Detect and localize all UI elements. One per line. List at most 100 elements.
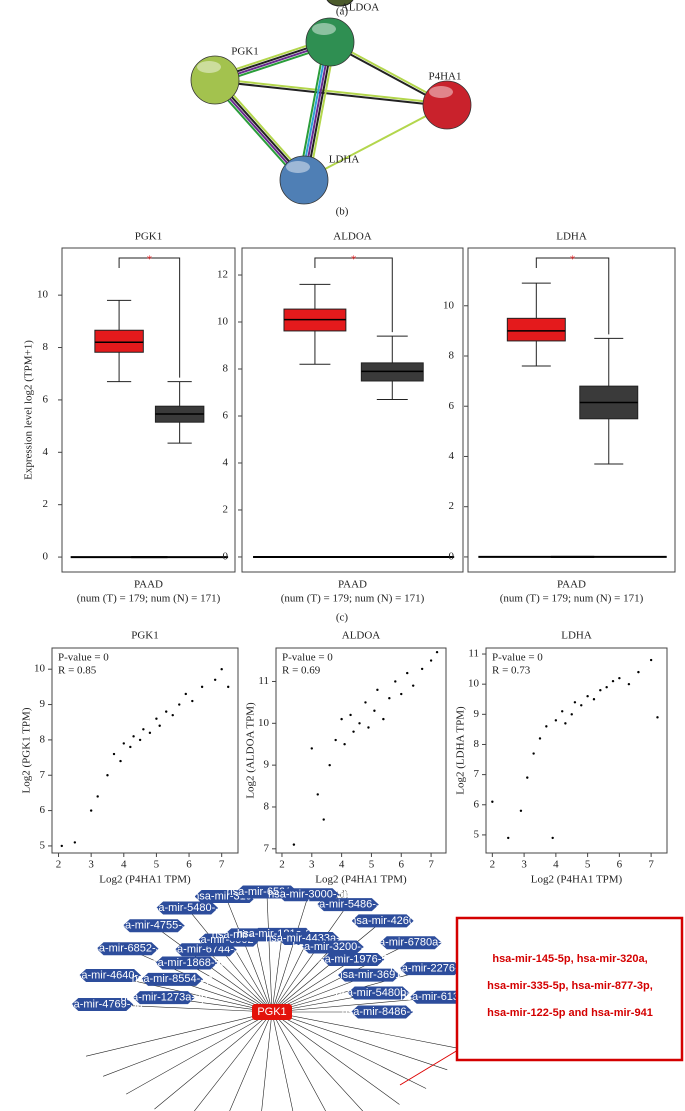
network-edge <box>193 1011 273 1111</box>
network-edge <box>214 80 447 108</box>
y-tick-label: 0 <box>43 551 49 563</box>
network-edge <box>271 904 349 1013</box>
point <box>592 698 596 701</box>
y-tick-label: 8 <box>264 801 270 813</box>
point <box>532 752 535 755</box>
point <box>132 735 135 738</box>
significance-bracket <box>314 257 393 333</box>
network-edge <box>271 934 283 1013</box>
significance-mark: * <box>147 254 153 266</box>
y-tick-label: 10 <box>37 289 49 301</box>
y-tick-label: 0 <box>449 550 455 562</box>
mirna-node <box>96 942 159 956</box>
mirna-label: hsa-mir-5480b-3p <box>335 987 422 999</box>
point <box>60 844 63 848</box>
network-edge <box>254 934 273 1013</box>
mirna-label: hsa-mir-4640-3p <box>70 969 151 981</box>
y-axis-label: Expression level log2 (TPM+1) <box>23 340 35 480</box>
y-tick-label: 9 <box>40 698 46 710</box>
point <box>178 703 181 706</box>
panel-label: (d) <box>336 889 349 901</box>
significance-bracket <box>118 257 181 378</box>
x-axis-label: PAAD <box>557 579 586 591</box>
point <box>310 747 313 750</box>
point <box>599 689 602 692</box>
x-tick-label: 6 <box>617 859 623 871</box>
box <box>94 329 144 353</box>
mirna-label: hsa-mir-4260 <box>350 915 415 927</box>
mirna-label: hsa-mir-6852-3p <box>87 943 168 955</box>
point <box>316 793 319 796</box>
mirna-label: hsa-mir-4755-3p <box>113 920 194 932</box>
mirna-node <box>277 888 340 902</box>
point <box>148 731 152 735</box>
point <box>649 658 653 662</box>
chart-title: PGK1 <box>135 231 163 243</box>
y-tick-label: 8 <box>43 341 49 353</box>
center-node <box>252 1004 292 1020</box>
mirna-node <box>337 968 400 982</box>
point <box>373 709 376 712</box>
x-tick-label: 3 <box>88 859 94 871</box>
point <box>538 737 542 740</box>
y-tick-label: 4 <box>449 450 455 462</box>
y-tick-label: 8 <box>474 738 480 750</box>
mirna-node <box>71 997 134 1011</box>
x-tick-label: 2 <box>490 859 496 871</box>
y-tick-label: 9 <box>264 759 270 771</box>
y-tick-label: 11 <box>468 648 479 660</box>
mirna-label: hsa-mir-4769-3p <box>62 998 143 1010</box>
x-tick-label: 5 <box>154 859 160 871</box>
mirna-node <box>351 1005 413 1019</box>
chart-title: LDHA <box>556 231 587 243</box>
x-tick-label: 4 <box>121 859 127 871</box>
x-tick-label: 4 <box>553 859 559 871</box>
point <box>328 763 331 767</box>
point <box>400 692 403 696</box>
point <box>429 659 433 662</box>
point <box>112 752 116 756</box>
point <box>155 717 158 720</box>
callout-box <box>455 916 684 1062</box>
point <box>364 701 367 704</box>
point <box>292 843 296 846</box>
network-edge <box>215 77 448 105</box>
callout-text: hsa-mir-145-5p, hsa-mir-320a, <box>492 953 647 965</box>
x-tick-label: 7 <box>219 859 225 871</box>
stat-annotation: P-value = 0 <box>492 652 543 664</box>
mirna-node <box>347 986 410 1000</box>
y-tick-label: 6 <box>449 400 455 412</box>
mirna-node <box>316 898 379 912</box>
point <box>340 717 343 721</box>
point <box>605 685 608 689</box>
network-edge <box>271 894 309 1013</box>
x-axis-label: Log2 (P4HA1 TPM) <box>315 874 407 886</box>
x-axis-label: Log2 (P4HA1 TPM) <box>99 874 191 886</box>
plot-frame <box>51 647 239 854</box>
network-edge <box>261 1011 273 1111</box>
y-tick-label: 10 <box>217 316 229 328</box>
point <box>129 745 132 749</box>
network-edge <box>154 1011 273 1110</box>
mirna-label: hsa-mir-1976-5p <box>313 953 394 965</box>
significance-mark: * <box>570 254 576 266</box>
network-edge <box>229 1011 273 1111</box>
point <box>367 726 370 729</box>
point <box>213 678 217 682</box>
node-label: ALDOA <box>341 2 380 14</box>
mirna-label: hsa-mir-3691 <box>337 969 402 981</box>
mirna-node <box>79 968 142 982</box>
mirna-label: hsa-mir-1273a-3p <box>120 991 207 1003</box>
y-tick-label: 6 <box>474 798 480 810</box>
network-edge <box>225 896 273 1013</box>
node-label: LDHA <box>329 154 360 166</box>
network-edge <box>271 1011 400 1105</box>
mirna-node <box>301 940 364 954</box>
point <box>106 774 109 777</box>
mirna-label: hsa-mir-8554-3p <box>132 973 213 985</box>
point <box>435 650 439 654</box>
y-tick-label: 7 <box>40 769 46 781</box>
node-highlight <box>286 161 310 173</box>
point <box>637 670 640 674</box>
x-tick-label: 6 <box>186 859 192 871</box>
